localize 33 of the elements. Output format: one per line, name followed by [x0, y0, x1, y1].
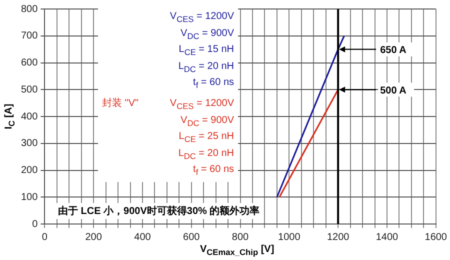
x-tick-label: 800 — [232, 232, 250, 243]
y-tick-label: 100 — [20, 192, 38, 203]
y-tick-label: 400 — [20, 111, 38, 122]
y-tick-label: 200 — [20, 165, 38, 176]
x-tick-label: 1000 — [278, 232, 301, 243]
text: 封装 "V" — [102, 98, 139, 109]
annotation: V$_{DC}$ = 900V — [180, 114, 234, 130]
annotation: L$_{DC}$ = 20 nH — [178, 60, 234, 76]
y-tick-label: 600 — [20, 58, 38, 68]
x-tick-label: 400 — [134, 232, 152, 243]
y-tick-label: 500 — [20, 84, 38, 96]
annotation: V$_{CES}$ = 1200V — [170, 10, 234, 26]
annotation: L$_{DC}$ = 20 nH — [178, 146, 234, 162]
y-tick-label: 300 — [20, 138, 38, 150]
annotation: t$_{f}$ = 60 ns — [193, 163, 234, 179]
x-tick-label: 1600 — [424, 232, 448, 243]
annotation: L$_{CE}$ = 25 nH — [178, 130, 234, 146]
annotation: L$_{CE}$ = 15 nH — [178, 43, 234, 59]
x-tick-label: 1200 — [326, 232, 350, 243]
y-tick-label: 0 — [32, 218, 38, 230]
x-tick-label: 200 — [85, 232, 102, 243]
x-tick-label: 0 — [42, 232, 48, 243]
annotation: V$_{DC}$ = 900V — [180, 26, 234, 42]
annotation: 500 A — [380, 85, 406, 96]
x-axis-title: V$_{CEmax_Chip}$ [V] — [200, 244, 274, 257]
x-tick-label: 600 — [183, 232, 200, 243]
y-tick-label: 700 — [20, 30, 38, 42]
x-tick-label: 1400 — [376, 232, 399, 243]
annotation: 650 A — [380, 45, 406, 56]
text-panel: 由于 LCE 小，900V时可获得30% 的额外功率 — [56, 203, 262, 219]
y-tick-label: 800 — [20, 4, 38, 15]
annotation: V$_{CES}$ = 1200V — [170, 97, 234, 113]
annotation: t$_{f}$ = 60 ns — [193, 76, 234, 92]
